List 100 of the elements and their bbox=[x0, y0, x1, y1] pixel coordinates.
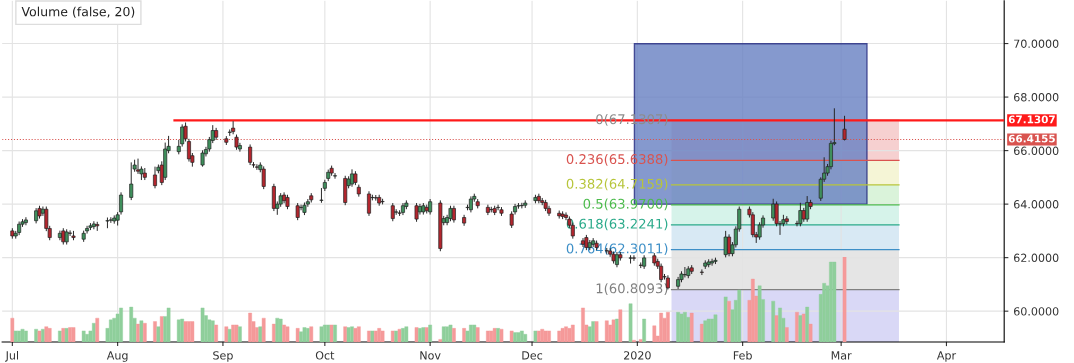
bar bbox=[751, 278, 755, 342]
ref-line-label: 67.1307 bbox=[1008, 115, 1055, 124]
y-tick-label: 66.0000 bbox=[1013, 146, 1059, 155]
bar bbox=[652, 325, 657, 342]
bar bbox=[397, 328, 402, 342]
bar bbox=[47, 328, 52, 342]
bar bbox=[428, 324, 432, 342]
ref-line-label: 0(67.1307) bbox=[596, 113, 668, 126]
bar bbox=[414, 327, 419, 342]
bar bbox=[642, 318, 646, 342]
bar bbox=[842, 256, 847, 342]
x-tick-label: Aug bbox=[106, 351, 128, 362]
y-tick-label: 70.0000 bbox=[1014, 39, 1059, 48]
bar bbox=[119, 307, 123, 342]
x-tick-label: Nov bbox=[420, 351, 441, 360]
bar bbox=[689, 312, 694, 342]
bar bbox=[604, 320, 609, 342]
bar bbox=[499, 328, 504, 342]
bar bbox=[533, 330, 538, 342]
bar bbox=[784, 327, 789, 342]
y-tick-label: 68.0000 bbox=[1013, 93, 1059, 102]
bar bbox=[666, 311, 670, 342]
bar bbox=[808, 323, 813, 342]
bar bbox=[452, 328, 456, 342]
bar bbox=[611, 319, 616, 342]
x-tick-label: Sep bbox=[213, 351, 233, 362]
ref-line-label: 66.4155 bbox=[1008, 134, 1055, 143]
candlestick bbox=[183, 122, 188, 142]
bar bbox=[214, 324, 218, 342]
x-tick-label: Oct bbox=[315, 351, 335, 360]
bar bbox=[628, 303, 633, 342]
bar bbox=[261, 317, 266, 342]
candlestick bbox=[271, 183, 276, 212]
bar bbox=[757, 285, 762, 342]
bar bbox=[618, 309, 623, 342]
candlestick bbox=[723, 230, 728, 258]
bar bbox=[771, 300, 776, 342]
bar bbox=[516, 332, 521, 342]
candlestick bbox=[842, 115, 847, 141]
bar bbox=[200, 307, 205, 342]
bar bbox=[139, 320, 144, 342]
bar bbox=[547, 330, 551, 342]
bar bbox=[778, 307, 782, 342]
bar bbox=[238, 326, 242, 342]
bar bbox=[285, 326, 290, 342]
x-tick-label: Apr bbox=[936, 351, 957, 362]
bar bbox=[727, 300, 731, 342]
bar bbox=[438, 339, 443, 342]
bar bbox=[302, 327, 307, 342]
bar bbox=[448, 324, 453, 342]
x-tick-label: 2020 bbox=[624, 351, 651, 360]
ref-line-label: 1(60.8093) bbox=[596, 283, 668, 295]
ref-line-label: 0.5(63.9700) bbox=[583, 198, 668, 211]
bar bbox=[594, 321, 599, 342]
bar bbox=[832, 261, 837, 342]
bar bbox=[190, 321, 195, 342]
bar bbox=[166, 307, 171, 342]
bar bbox=[71, 327, 76, 342]
candlestick bbox=[261, 165, 266, 190]
bar bbox=[523, 334, 528, 342]
x-tick-label: Dec bbox=[522, 351, 543, 360]
bar bbox=[333, 324, 337, 342]
bar bbox=[234, 324, 239, 342]
bar bbox=[380, 330, 385, 342]
y-tick-label: 62.0000 bbox=[1013, 253, 1059, 263]
bar bbox=[95, 317, 100, 342]
bar bbox=[183, 321, 188, 342]
bar bbox=[295, 328, 300, 342]
bar bbox=[319, 326, 324, 342]
bar bbox=[723, 296, 728, 342]
candlestick bbox=[187, 138, 191, 163]
bar bbox=[805, 306, 809, 342]
candlestick bbox=[699, 268, 704, 276]
bar bbox=[659, 312, 663, 342]
bar bbox=[37, 330, 42, 342]
y-tick-label: 60.0000 bbox=[1013, 307, 1059, 316]
bar bbox=[570, 324, 575, 342]
bar bbox=[737, 289, 742, 342]
bar bbox=[309, 326, 314, 342]
bar bbox=[153, 321, 157, 342]
x-tick-label: Feb bbox=[733, 350, 752, 360]
bar bbox=[356, 326, 361, 342]
bar bbox=[81, 330, 86, 342]
bar bbox=[24, 330, 28, 342]
bar bbox=[129, 306, 134, 342]
bar bbox=[638, 339, 643, 342]
bar bbox=[581, 307, 585, 342]
candlestick bbox=[248, 143, 253, 166]
x-tick-label: Jul bbox=[5, 350, 18, 362]
bar bbox=[713, 314, 718, 342]
bar bbox=[20, 328, 25, 342]
bar bbox=[156, 326, 161, 342]
bar bbox=[13, 330, 18, 342]
bar bbox=[10, 317, 15, 342]
chart-title: Volume (false, 20) bbox=[21, 6, 135, 18]
bar bbox=[774, 315, 779, 342]
bar bbox=[567, 328, 572, 342]
bar bbox=[441, 326, 446, 342]
bar bbox=[44, 326, 49, 342]
bar bbox=[509, 330, 514, 342]
